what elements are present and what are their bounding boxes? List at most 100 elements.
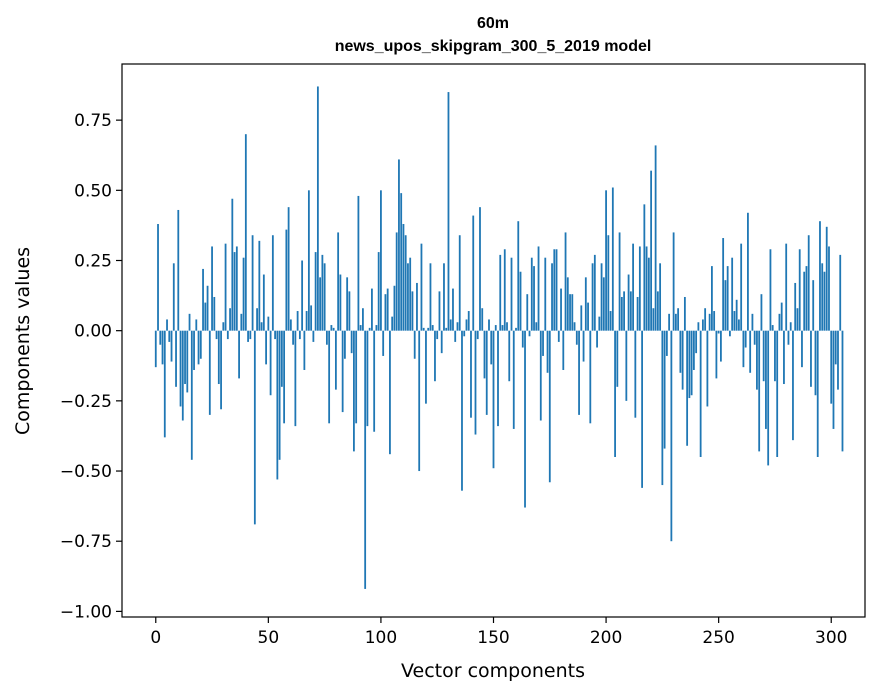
bar xyxy=(641,330,643,488)
bar xyxy=(296,311,299,331)
bar xyxy=(551,263,553,331)
bar xyxy=(429,263,432,331)
bar xyxy=(253,330,256,525)
bar xyxy=(769,249,772,331)
bar xyxy=(650,170,653,331)
bar xyxy=(197,330,200,365)
bar xyxy=(472,215,475,331)
x-tick-label: 250 xyxy=(702,628,734,648)
bar xyxy=(402,224,405,331)
x-axis-label: Vector components xyxy=(401,660,585,682)
bar xyxy=(515,327,517,331)
bar xyxy=(654,145,657,331)
bar xyxy=(683,296,686,331)
bar xyxy=(287,207,290,331)
bar xyxy=(199,330,202,359)
bar xyxy=(557,330,560,342)
bar xyxy=(701,319,704,331)
bar xyxy=(285,229,288,331)
bar xyxy=(195,319,198,331)
bar xyxy=(240,313,243,331)
bar xyxy=(715,330,718,379)
bar xyxy=(283,330,286,424)
bar xyxy=(501,325,504,331)
bar xyxy=(726,266,729,331)
bar xyxy=(602,277,605,331)
bar xyxy=(319,277,322,331)
bar-series xyxy=(154,86,844,589)
bar xyxy=(596,330,598,348)
bar xyxy=(798,249,801,331)
bar xyxy=(573,322,576,331)
bar xyxy=(242,257,245,331)
x-axis-ticks: 0 50 100 150 200 250 300 xyxy=(150,617,847,648)
y-tick-label: −1.00 xyxy=(60,602,112,622)
bar xyxy=(503,249,506,331)
bar xyxy=(780,302,783,331)
bar xyxy=(438,291,441,331)
bar xyxy=(305,311,308,331)
bar xyxy=(706,330,709,407)
bar xyxy=(307,190,310,331)
bar xyxy=(492,330,495,469)
bar xyxy=(711,266,713,331)
bar xyxy=(303,330,306,370)
bar xyxy=(751,313,754,331)
y-tick-label: 0.25 xyxy=(74,251,112,271)
bar xyxy=(821,263,824,331)
bar xyxy=(413,330,416,359)
bar xyxy=(334,330,337,390)
bar xyxy=(292,330,295,345)
bar xyxy=(294,330,297,427)
bar xyxy=(377,252,380,331)
bar xyxy=(454,330,457,342)
bar xyxy=(276,330,279,480)
bar xyxy=(713,311,716,331)
bar xyxy=(371,288,373,331)
bar xyxy=(215,330,218,340)
bar xyxy=(609,311,612,331)
bar xyxy=(832,330,835,429)
bar xyxy=(366,330,369,427)
bar xyxy=(157,224,159,331)
bar xyxy=(575,330,578,345)
bar xyxy=(278,330,281,460)
bar xyxy=(519,271,522,331)
bar xyxy=(724,280,727,331)
bar xyxy=(431,325,434,331)
bar xyxy=(364,330,367,589)
bar xyxy=(188,313,191,331)
x-tick-label: 300 xyxy=(815,628,847,648)
bar xyxy=(591,263,594,331)
bar xyxy=(260,322,263,331)
bar xyxy=(427,327,430,331)
bar xyxy=(436,330,439,340)
y-tick-label: 0.50 xyxy=(74,181,112,201)
bar xyxy=(251,235,254,331)
bar xyxy=(665,330,668,356)
bar xyxy=(623,291,625,331)
bar xyxy=(580,305,583,331)
bar xyxy=(733,311,736,331)
bar xyxy=(740,243,743,331)
bar xyxy=(778,313,781,331)
bar xyxy=(774,330,776,382)
bar xyxy=(837,330,839,390)
bar xyxy=(593,254,596,331)
bar xyxy=(647,257,650,331)
bar xyxy=(690,330,693,396)
bar xyxy=(289,319,292,331)
bar xyxy=(629,291,632,331)
bar xyxy=(350,330,353,354)
bar xyxy=(582,330,585,362)
bar xyxy=(168,330,171,342)
bar xyxy=(440,330,443,354)
bar xyxy=(258,240,261,331)
bar xyxy=(256,308,258,331)
bar xyxy=(208,330,211,415)
bar xyxy=(695,330,698,354)
bar xyxy=(202,268,204,331)
bar xyxy=(828,246,830,331)
bar xyxy=(618,232,621,331)
bar xyxy=(368,327,371,331)
